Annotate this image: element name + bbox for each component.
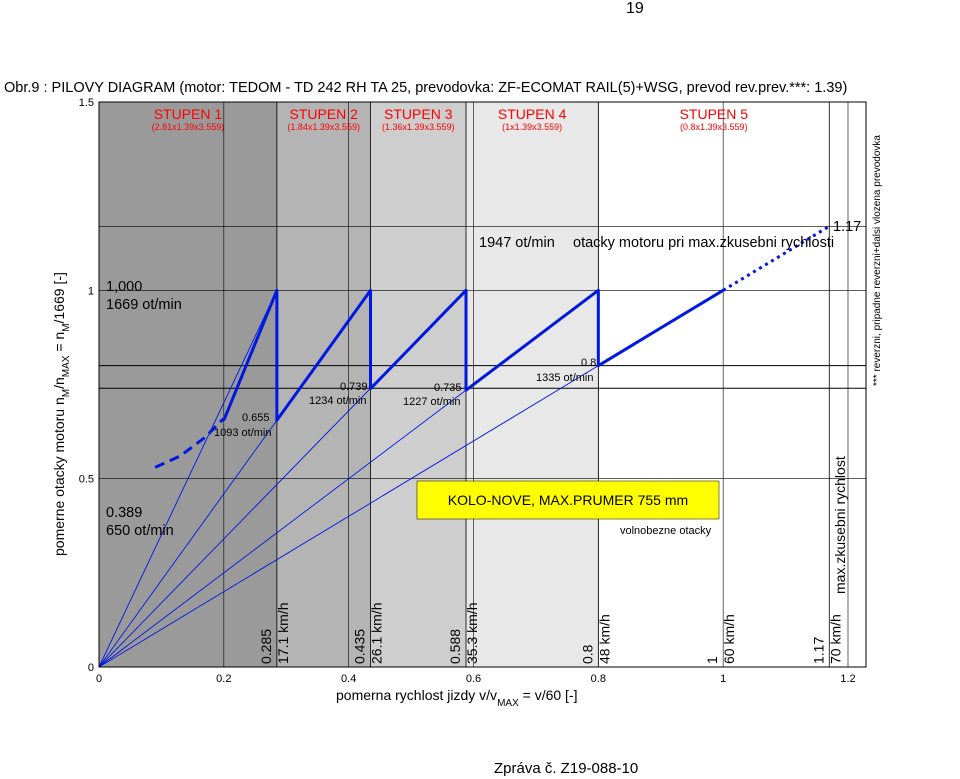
stage-name-2: STUPEN 2: [289, 106, 358, 122]
axes: 0 0.2 0.4 0.6 0.8 1 1.2 0 0.5 1 1.5 pomerna rychlos…: [51, 97, 867, 709]
stage-ratio-3: (1.36x1.39x3.559): [382, 122, 455, 132]
speed-ratio-5: 1: [704, 656, 720, 664]
y-axis-label: pomerne otacky motoru nM/nMAX = nM/1669 …: [51, 272, 72, 556]
stage-name-5: STUPEN 5: [680, 106, 749, 122]
stage-ratio-2: (1.84x1.39x3.559): [287, 122, 360, 132]
speed-value-6: 70 km/h: [827, 614, 843, 664]
x-tick-label-2: 0.4: [341, 673, 356, 685]
x-axis-label-sub: MAX: [497, 698, 519, 709]
x-tick-label-4: 0.8: [591, 673, 606, 685]
speed-ratio-6: 1.17: [810, 637, 826, 664]
x-tick-label-0: 0: [96, 673, 102, 685]
point-label-3-rpm: 1234 ot/min: [309, 395, 366, 407]
point-label-6-rpm: 650 ot/min: [106, 523, 174, 539]
stage-band-4: [466, 102, 599, 667]
point-label-1-value: 1,000: [106, 279, 142, 295]
plot-frame: [98, 101, 867, 668]
stage-name-4: STUPEN 4: [498, 106, 567, 122]
reverse-gearbox-note: *** reverzni, pripadne reverzni+dalsi vl…: [872, 135, 883, 386]
x-tick-label-6: 1.2: [840, 673, 855, 685]
y-axis-label-part-2: /n: [51, 377, 67, 389]
stage-band-1: [99, 102, 277, 667]
point-label-2-rpm: 1093 ot/min: [214, 427, 271, 439]
point-label-4-rpm: 1227 ot/min: [403, 396, 460, 408]
ray-1: [98, 290, 278, 668]
point-label-3-value: 0.739: [340, 381, 368, 393]
stage-ratio-5: (0.8x1.39x3.559): [680, 122, 748, 132]
point-label-7-value: 1.17: [833, 219, 861, 235]
page-number: 19: [626, 0, 644, 17]
y-tick-label-2: 1: [88, 285, 94, 297]
speed-value-2: 26.1 km/h: [369, 603, 385, 664]
speed-value-5: 60 km/h: [721, 614, 737, 664]
speed-ratio-1: 0.285: [258, 629, 274, 664]
max-speed-vertical-label: max.zkusebni rychlost: [832, 456, 848, 594]
stage-band-5: [598, 102, 830, 667]
stage-bands: [99, 102, 830, 667]
y-axis-label-part-4: = n: [51, 332, 67, 356]
x-tick-label-5: 1: [720, 673, 726, 685]
x-axis-label: pomerna rychlost jizdy v/vMAX = v/60 [-]: [336, 687, 577, 709]
point-label-4-value: 0.735: [434, 382, 462, 394]
stage-band-3: [370, 102, 467, 667]
report-footer: Zpráva č. Z19-088-10: [494, 760, 639, 777]
x-tick-label-3: 0.6: [466, 673, 481, 685]
stage-band-2: [276, 102, 371, 667]
speed-value-4: 48 km/h: [596, 614, 612, 664]
point-label-5-value: 0.8: [581, 357, 596, 369]
x-tick-label-1: 0.2: [216, 673, 231, 685]
y-tick-label-1: 0.5: [79, 474, 94, 486]
series-solid-1: [222, 288, 724, 422]
y-axis-label-part-3: MAX: [61, 355, 72, 377]
figure-title: Obr.9 : PILOVY DIAGRAM (motor: TEDOM - T…: [4, 80, 848, 96]
wheel-box-text: KOLO-NOVE, MAX.PRUMER 755 mm: [448, 492, 688, 508]
wheel-box: [416, 480, 720, 520]
series-dashed-3: [154, 417, 225, 469]
y-axis-label-part-0: pomerne otacky motoru n: [51, 397, 67, 556]
stage-ratio-4: (1x1.39x3.559): [502, 122, 562, 132]
speed-ratio-3: 0.588: [447, 629, 463, 664]
y-axis-label-part-1: M: [61, 389, 72, 397]
point-label-1-rpm: 1669 ot/min: [106, 297, 182, 313]
y-tick-label-0: 0: [88, 662, 94, 674]
idle-label: volnobezne otacky: [620, 525, 712, 537]
stage-ratio-1: (2.81x1.39x3.559): [152, 122, 225, 132]
max-speed-text: otacky motoru pri max.zkusebni rychlosti: [573, 235, 834, 251]
x-axis-label-tail: = v/60 [-]: [519, 687, 578, 703]
series-lines: [154, 225, 831, 469]
speed-value-1: 17.1 km/h: [275, 603, 291, 664]
speed-value-3: 35.3 km/h: [464, 603, 480, 664]
speed-ratio-2: 0.435: [352, 629, 368, 664]
point-label-2-value: 0.655: [242, 412, 270, 424]
ray-5: [98, 365, 599, 668]
speed-ratio-4: 0.8: [579, 644, 595, 664]
stage-name-1: STUPEN 1: [154, 106, 223, 122]
point-label-5-rpm: 1335 ot/min: [536, 372, 593, 384]
y-axis-label-part-6: /1669 [-]: [51, 272, 67, 323]
y-axis-label-part-5: M: [61, 323, 72, 331]
y-tick-label-3: 1.5: [79, 97, 94, 109]
point-label-6-value: 0.389: [106, 505, 142, 521]
stage-name-3: STUPEN 3: [384, 106, 453, 122]
x-axis-label-main: pomerna rychlost jizdy v/v: [336, 687, 497, 703]
chart-labels: STUPEN 1(2.81x1.39x3.559) STUPEN 2(1.84x1…: [106, 106, 883, 664]
max-speed-rpm: 1947 ot/min: [479, 235, 555, 251]
